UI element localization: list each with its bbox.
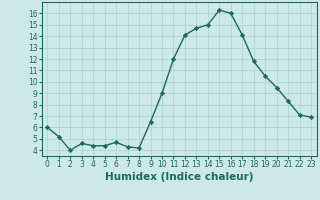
X-axis label: Humidex (Indice chaleur): Humidex (Indice chaleur) (105, 172, 253, 182)
